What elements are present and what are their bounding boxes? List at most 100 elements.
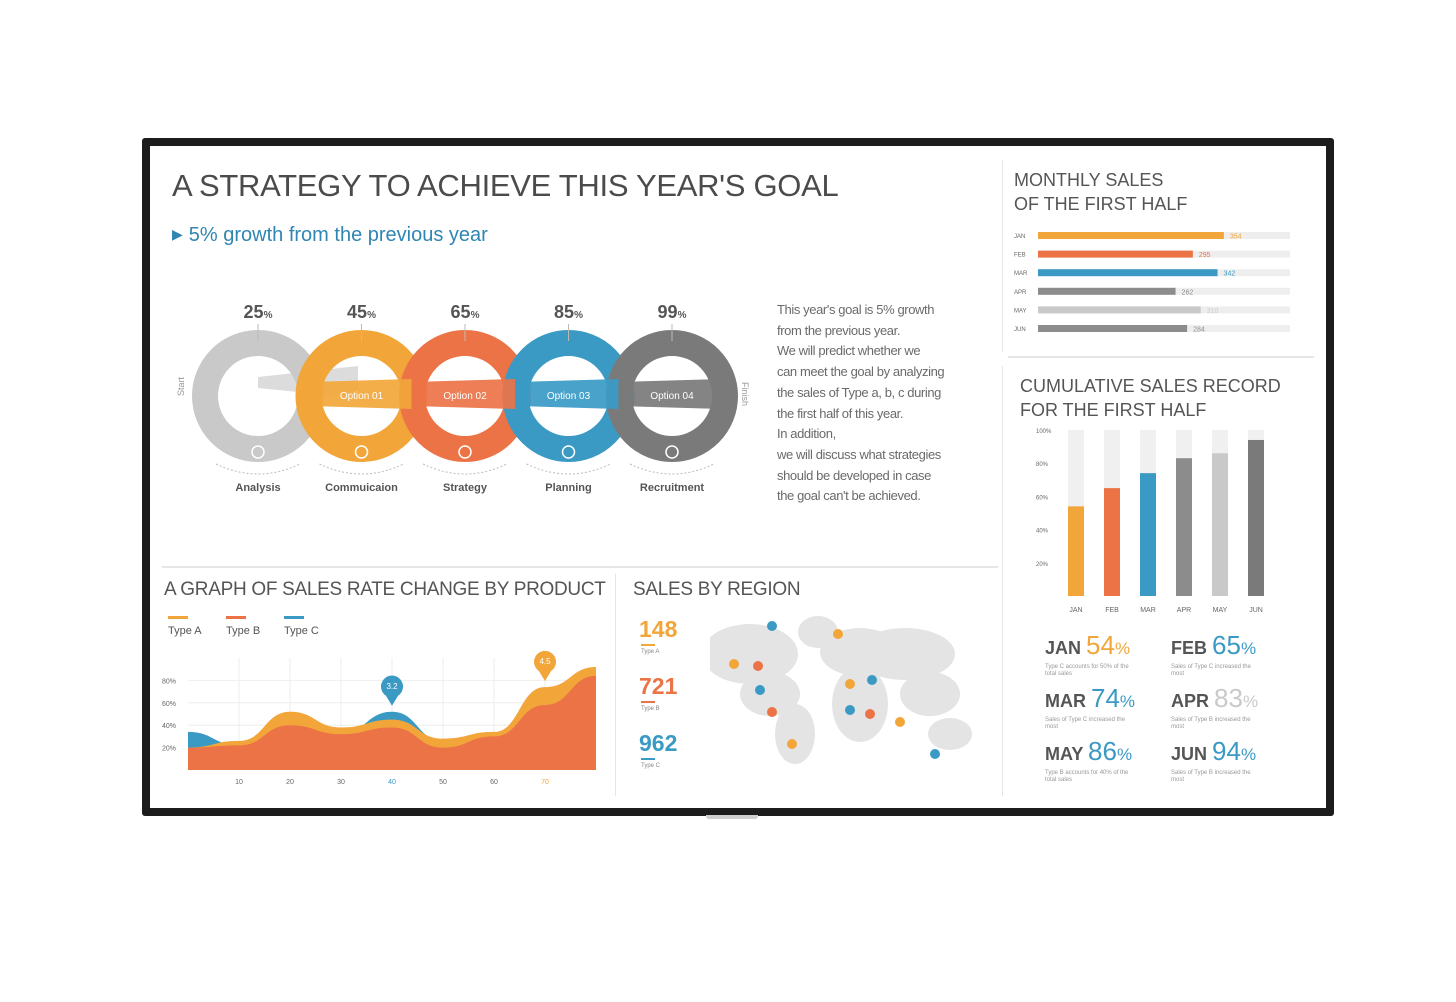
stat-unit: %: [1240, 639, 1257, 658]
area-ytick: 40%: [162, 723, 176, 730]
map-landmass: [855, 628, 955, 680]
cum-xtick: MAR: [1140, 607, 1156, 614]
monthly-bar-value: 310: [1207, 308, 1219, 315]
monthly-category-label: MAR: [1014, 271, 1028, 277]
region-type-label: Type A: [641, 649, 660, 655]
stat-unit: %: [1242, 692, 1259, 711]
cumulative-bar-chart: 20% 40% 60% 80% 100% JAN FEB MAR APR MAY JUN: [1036, 429, 1264, 614]
legend-item-1: Type A: [168, 616, 202, 637]
finish-label: Finish: [740, 382, 750, 406]
cum-bar-apr: APR: [1176, 430, 1192, 614]
monthly-row-apr: APR 262: [1014, 287, 1290, 296]
step-percent-value: 65: [451, 302, 471, 322]
monthly-bar: [1038, 287, 1176, 295]
step-arc: [526, 463, 611, 475]
calendar-icon: [561, 445, 576, 459]
cum-xtick: JUN: [1249, 607, 1263, 614]
region-underline: [641, 701, 655, 703]
monthly-category-label: APR: [1014, 290, 1027, 296]
stat-value: 74: [1091, 683, 1120, 713]
stat-note: Type C accounts for 50% of the total sal…: [1045, 664, 1129, 677]
subtitle-text: 5% growth from the previous year: [188, 224, 488, 246]
map-landmass: [832, 666, 888, 742]
marker-value: 4.5: [539, 657, 551, 666]
paragraph-line: the goal can't be achieved.: [777, 488, 921, 504]
monitor-stand: [706, 815, 758, 819]
clock-icon: [458, 445, 472, 459]
step-percent-value: 45: [347, 302, 367, 322]
stat-month: FEB: [1171, 638, 1213, 658]
step-label: Planning: [545, 482, 591, 494]
dashboard-screen: A STRATEGY TO ACHIEVE THIS YEAR'S GOAL ▶…: [150, 146, 1326, 808]
step-percent: 25%: [244, 302, 273, 322]
marker-pin-shape: [534, 650, 556, 682]
step-1: 25% Analysis: [192, 302, 324, 494]
map-pin: [833, 629, 843, 639]
cum-bar: [1140, 473, 1156, 596]
monthly-bar-value: 295: [1199, 252, 1211, 259]
paragraph-line: the first half of this year.: [777, 405, 904, 421]
stat-note: Type B accounts for 40% of the total sal…: [1045, 770, 1129, 783]
map-pin: [787, 739, 797, 749]
stat-value: 83: [1214, 683, 1243, 713]
map-pin: [753, 661, 763, 671]
map-landmass: [710, 624, 798, 684]
divider-h2: [162, 566, 998, 568]
monthly-row-may: MAY 310: [1014, 306, 1290, 315]
area-xtick: 50: [439, 779, 447, 786]
area-xtick: 10: [235, 779, 243, 786]
cum-ytick: 60%: [1036, 495, 1049, 501]
area-xtick: 30: [337, 779, 345, 786]
paragraph-line: In addition,: [777, 426, 836, 442]
region-value-2: 721: [639, 673, 678, 699]
area-series-type-b: [188, 675, 596, 770]
map-pin: [930, 749, 940, 759]
paragraph-line: should be developed in case: [777, 467, 931, 483]
band-3: Option 03: [516, 379, 619, 409]
legend-swatch: [168, 616, 188, 619]
area-xtick: 20: [286, 779, 294, 786]
step-percent-unit: %: [471, 310, 480, 321]
divider-v3: [615, 574, 616, 796]
cum-bar-jun: JUN: [1248, 430, 1264, 614]
page-title: A STRATEGY TO ACHIEVE THIS YEAR'S GOAL: [172, 168, 839, 203]
region-value-1: 148: [639, 616, 678, 642]
area-ytick: 60%: [162, 701, 176, 708]
monthly-bar-value: 342: [1224, 271, 1236, 278]
monthly-sales-title-line1: MONTHLY SALES: [1014, 170, 1164, 190]
stat-unit: %: [1240, 745, 1257, 764]
stat-jun: JUN 94%: [1171, 736, 1256, 767]
area-xtick: 70: [541, 779, 549, 786]
marker-pin-2: 4.5: [534, 650, 556, 682]
monthly-sales-title: MONTHLY SALES OF THE FIRST HALF: [1014, 168, 1187, 216]
stat-month: MAY: [1045, 744, 1089, 764]
page-subtitle: ▶ 5% growth from the previous year: [172, 224, 488, 247]
stat-mar: MAR 74%: [1045, 683, 1135, 714]
stat-note: Sales of Type B increased the most: [1171, 717, 1251, 730]
step-arc: [422, 463, 508, 475]
area-xtick: 40: [388, 779, 396, 786]
band-label: Option 04: [650, 391, 694, 402]
step-percent: 99%: [658, 302, 687, 322]
step-percent-unit: %: [367, 310, 376, 321]
map-pin: [767, 621, 777, 631]
map-landmass: [775, 704, 815, 764]
stat-unit: %: [1114, 639, 1131, 658]
monthly-row-jan: JAN 354: [1014, 232, 1290, 241]
stat-apr: APR 83%: [1171, 683, 1258, 714]
monthly-row-jun: JUN 284: [1014, 325, 1290, 334]
paragraph-line: can meet the goal by analyzing: [777, 364, 945, 380]
step-label: Strategy: [443, 482, 488, 494]
region-underline: [641, 644, 655, 646]
triangle-icon: ▶: [172, 226, 183, 242]
map-pin: [845, 679, 855, 689]
step-percent-value: 25: [244, 302, 264, 322]
step-arc: [629, 463, 715, 475]
stat-jan: JAN 54%: [1045, 630, 1130, 661]
map-pin: [767, 707, 777, 717]
marker-pin-1: 3.2: [381, 675, 403, 706]
monthly-category-label: JAN: [1014, 234, 1025, 240]
step-percent-unit: %: [574, 310, 583, 321]
monthly-category-label: MAY: [1014, 308, 1027, 314]
cum-ytick: 80%: [1036, 462, 1049, 468]
